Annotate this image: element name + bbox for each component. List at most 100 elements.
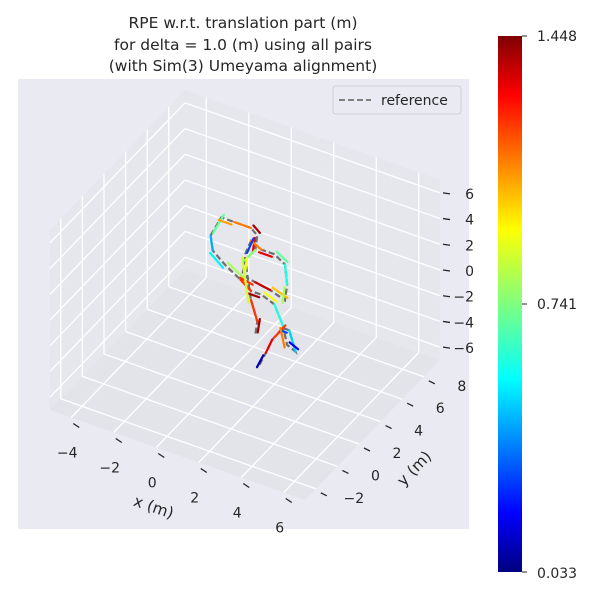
estimate-segment <box>283 263 289 286</box>
estimate-segment <box>217 218 233 226</box>
x-tick <box>242 482 250 489</box>
estimate-segment <box>256 317 261 334</box>
z-gridline <box>49 205 186 347</box>
y-tick-label: 2 <box>393 446 402 462</box>
x-tick-label: 4 <box>233 506 242 522</box>
x-tick <box>115 437 123 444</box>
x-tick-label: 2 <box>190 491 199 507</box>
y-gridline <box>82 375 338 468</box>
z-gridline <box>184 256 441 348</box>
z-axis-label: z (m) <box>478 250 496 290</box>
x-tick-label: 6 <box>275 521 284 537</box>
z-gridline <box>184 179 441 271</box>
estimate-segment <box>249 298 259 323</box>
chart-title-line-1: RPE w.r.t. translation part (m) <box>128 14 357 32</box>
colorbar-tick-min: 0.033 <box>537 566 577 582</box>
x-tick <box>285 497 293 504</box>
floor-pane <box>50 270 440 500</box>
estimate-segment <box>254 281 272 292</box>
estimate-segment <box>264 338 274 354</box>
x-tick-label: 0 <box>148 476 157 492</box>
z-tick-label: 0 <box>465 264 474 280</box>
y-tick-label: 4 <box>414 424 423 440</box>
y-gridline <box>125 330 381 423</box>
estimate-segment <box>209 251 225 269</box>
y-tick <box>320 492 328 497</box>
z-tick <box>442 269 451 272</box>
axes-3d <box>49 90 441 500</box>
y-tick <box>385 425 392 430</box>
estimate-segment <box>263 291 278 303</box>
estimate-segment <box>232 220 253 230</box>
estimate-segment <box>226 261 244 279</box>
z-gridline <box>49 230 186 372</box>
y-tick-label: 6 <box>436 401 445 417</box>
x-gridline <box>283 352 420 493</box>
z-tick <box>442 243 451 246</box>
estimate-segment <box>288 329 297 353</box>
y-tick <box>363 447 371 452</box>
y-tick <box>428 380 436 385</box>
y-gridline <box>60 398 317 490</box>
chart-title-line-3: (with Sim(3) Umeyama alignment) <box>109 57 378 75</box>
x-gridline <box>198 322 335 463</box>
x-gridline <box>113 292 250 433</box>
z-gridline <box>49 128 186 270</box>
z-tick <box>442 217 451 221</box>
estimate-segment <box>288 341 300 351</box>
y-tick <box>342 469 349 474</box>
x-tick <box>200 467 208 474</box>
estimate-segment <box>252 224 261 234</box>
legend: reference <box>332 85 462 115</box>
z-gridline <box>49 179 186 321</box>
z-tick <box>442 295 451 298</box>
estimate-segment <box>279 326 286 349</box>
estimate-segment <box>271 286 289 300</box>
z-gridline <box>184 127 441 220</box>
z-tick-label: −4 <box>453 315 474 331</box>
y-gridline <box>168 286 425 378</box>
estimate-segment <box>246 237 255 254</box>
z-tick-label: 6 <box>465 187 474 203</box>
y-tick <box>406 402 414 407</box>
z-tick <box>442 346 451 349</box>
estimate-segment <box>212 213 225 235</box>
z-gridline <box>184 102 441 194</box>
estimate-segment <box>241 256 250 304</box>
z-tick <box>442 192 451 195</box>
estimate-segment <box>209 234 214 252</box>
estimate-segment <box>275 250 289 264</box>
x-tick-label: −4 <box>57 446 78 462</box>
estimate-segment <box>273 303 284 327</box>
z-gridline <box>49 153 186 295</box>
estimate-segment <box>281 285 286 305</box>
legend-reference-label: reference <box>381 93 448 109</box>
estimate-segment <box>258 251 273 258</box>
y-gridline <box>146 308 403 400</box>
z-gridline <box>49 102 186 244</box>
z-tick-label: 4 <box>465 213 474 229</box>
estimate-segment <box>243 256 249 274</box>
z-tick-label: −2 <box>453 290 474 306</box>
estimate-segment <box>255 354 265 369</box>
estimate-segment <box>251 236 256 254</box>
z-tick-label: −6 <box>453 341 474 357</box>
colorbar <box>498 36 522 572</box>
x-gridline <box>155 307 292 448</box>
x-gridline <box>70 277 207 418</box>
z-gridline <box>49 256 186 398</box>
x-tick <box>72 422 80 429</box>
colorbar-tick-mid: 0.741 <box>537 297 577 313</box>
colorbar-ticks: 1.448 0.741 0.033 <box>522 29 577 582</box>
y-tick-label: 0 <box>371 468 380 484</box>
x-tick <box>157 452 165 459</box>
estimate-segment <box>247 292 261 299</box>
chart-title-line-2: for delta = 1.0 (m) using all pairs <box>114 36 372 54</box>
z-tick-label: 2 <box>465 238 474 254</box>
z-gridline <box>184 153 441 245</box>
x-gridline <box>240 337 377 478</box>
y-gridline <box>103 353 360 445</box>
